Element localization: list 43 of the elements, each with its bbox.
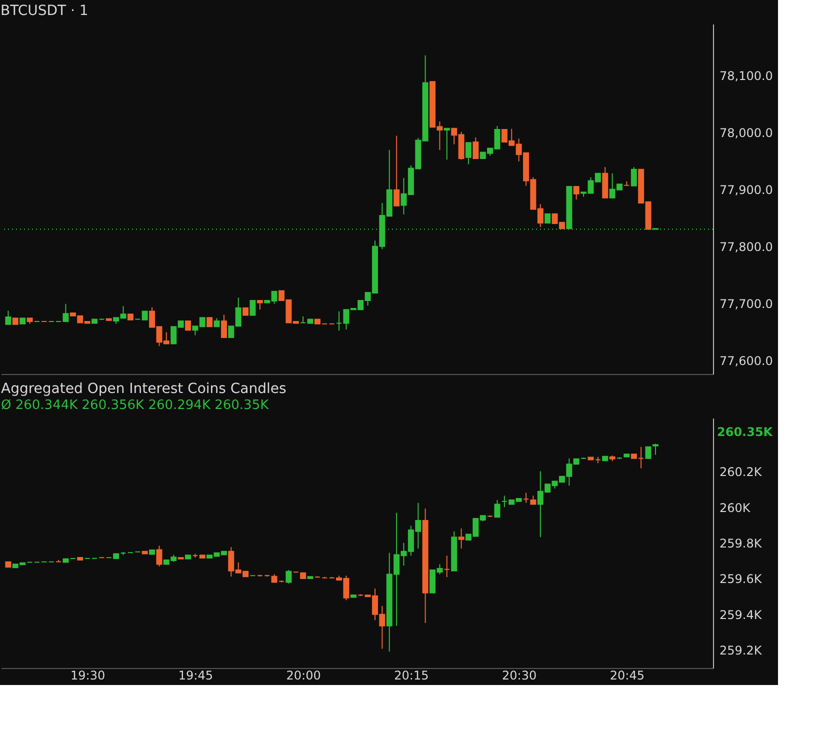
y-tick-label: 260K (720, 500, 752, 515)
candlestick (286, 569, 292, 584)
chart-title: BTCUSDT · 1 (0, 3, 88, 19)
chart-title: Aggregated Open Interest Coins Candles (1, 381, 286, 397)
y-tick-label: 77,900.0 (720, 182, 773, 197)
candlestick (458, 528, 464, 550)
candlestick (206, 317, 213, 328)
x-tick-label: 19:45 (178, 668, 213, 682)
text: Ø 260.344K 260.356K 260.294K 260.35K (1, 398, 269, 413)
candlestick (444, 128, 450, 160)
y-tick-label: 259.6K (720, 572, 763, 586)
y-tick-label: 260.2K (720, 465, 763, 480)
y-tick-label: 78,100.0 (720, 68, 773, 83)
candlestick (544, 213, 551, 224)
candlestick (630, 166, 637, 186)
y-tick-label: 77,600.0 (720, 354, 773, 368)
candlestick (156, 545, 162, 567)
candlestick (472, 136, 479, 160)
candlestick (494, 499, 500, 518)
candlestick (184, 320, 191, 331)
candlestick (523, 492, 530, 504)
x-tick-label: 20:45 (610, 668, 644, 682)
y-tick-label: 78,000.0 (720, 126, 773, 140)
y-tick-label: 259.2K (720, 644, 763, 658)
x-tick-label: 20:30 (502, 668, 537, 682)
x-tick-label: 19:30 (70, 668, 106, 682)
y-tick-label: 77,800.0 (720, 240, 773, 254)
x-tick-label: 20:00 (286, 668, 321, 682)
candlestick (645, 446, 652, 459)
y-tick-label: 259.4K (720, 608, 763, 622)
x-tick-label: 20:15 (394, 668, 429, 682)
candlestick (256, 300, 263, 310)
candlestick (394, 135, 400, 206)
candlestick (573, 186, 580, 200)
candlestick (220, 314, 227, 338)
candlestick (444, 555, 450, 578)
candlestick (5, 310, 12, 325)
text: 260.35K (717, 425, 774, 439)
y-tick-label: 259.8K (720, 536, 763, 550)
y-tick-label: 77,700.0 (720, 296, 773, 311)
candlestick (250, 300, 256, 316)
candlestick (652, 443, 658, 456)
candlestick (465, 142, 472, 165)
